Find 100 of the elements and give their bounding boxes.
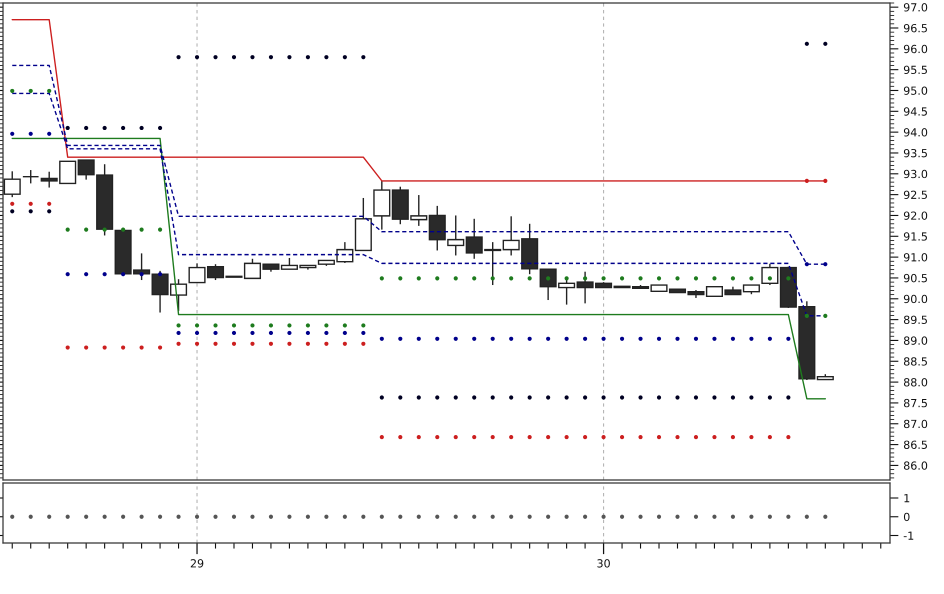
point <box>564 276 569 280</box>
candlestick <box>22 169 40 184</box>
y-tick-label: 87.5 <box>904 398 927 408</box>
y-tick-label: 91.5 <box>904 232 927 241</box>
point <box>287 323 292 328</box>
point <box>490 435 495 440</box>
y-tick-label: 88.0 <box>904 378 928 386</box>
point <box>601 395 606 400</box>
point <box>768 336 772 341</box>
point <box>454 336 458 341</box>
point <box>472 395 476 400</box>
y-tick-label: 1 <box>904 494 910 502</box>
point <box>176 55 181 60</box>
point <box>656 276 662 280</box>
point <box>528 435 532 440</box>
point <box>324 330 328 336</box>
point <box>194 55 200 60</box>
y-tick-label: 93.5 <box>904 148 927 158</box>
point <box>768 276 772 280</box>
x-tick-label: 30 <box>597 559 610 568</box>
point <box>361 330 366 336</box>
point <box>28 88 33 93</box>
point <box>268 323 274 328</box>
point <box>287 342 292 346</box>
point <box>398 276 402 280</box>
point <box>694 435 698 440</box>
point <box>66 228 70 232</box>
point <box>768 435 772 440</box>
point <box>546 276 550 280</box>
point <box>749 395 754 400</box>
point <box>84 345 88 350</box>
point <box>361 323 366 328</box>
point <box>47 202 52 206</box>
point <box>768 395 772 400</box>
point <box>28 202 33 206</box>
point <box>213 323 218 328</box>
y-tick-label: 89.5 <box>904 316 927 324</box>
point <box>656 435 662 440</box>
y-tick-label: 96.0 <box>904 44 928 54</box>
y-tick-label: 94.0 <box>904 128 928 137</box>
point <box>620 435 624 440</box>
point <box>416 395 421 400</box>
point <box>306 342 310 346</box>
y-tick-label: 90.5 <box>904 274 927 282</box>
point <box>804 262 809 266</box>
point <box>232 330 236 336</box>
point <box>823 178 828 183</box>
point <box>564 336 569 341</box>
point <box>675 276 680 280</box>
point <box>509 336 514 341</box>
point <box>675 336 680 341</box>
point <box>10 202 14 206</box>
point <box>472 276 476 280</box>
y-tick-label: 88.5 <box>904 357 927 366</box>
point <box>528 276 532 280</box>
point <box>620 276 624 280</box>
point <box>10 209 14 214</box>
point <box>342 323 347 328</box>
point <box>583 336 588 341</box>
point <box>102 272 107 276</box>
point <box>380 435 384 440</box>
point <box>804 42 809 46</box>
point <box>804 314 809 318</box>
point <box>638 336 643 341</box>
point <box>416 336 421 341</box>
point <box>140 228 144 232</box>
point <box>250 323 255 328</box>
point <box>490 276 495 280</box>
point <box>268 330 274 336</box>
point <box>694 395 698 400</box>
point <box>546 336 550 341</box>
y-tick-label: 87.0 <box>904 420 928 428</box>
point <box>509 276 514 280</box>
point <box>712 276 717 280</box>
point <box>342 330 347 336</box>
point <box>121 228 126 232</box>
point <box>472 435 476 440</box>
y-tick-label: 86.0 <box>904 461 928 470</box>
point <box>620 336 624 341</box>
y-tick-label: 92.5 <box>904 190 927 200</box>
point <box>823 314 828 318</box>
y-tick-label: 97.0 <box>904 3 928 12</box>
point <box>435 276 440 280</box>
point <box>601 435 606 440</box>
y-tick-label: 95.0 <box>904 86 928 95</box>
point <box>47 209 52 214</box>
point <box>194 323 200 328</box>
point <box>380 276 384 280</box>
point <box>10 88 14 93</box>
point <box>306 323 310 328</box>
point <box>583 395 588 400</box>
point <box>140 272 144 276</box>
point <box>84 272 88 276</box>
point <box>140 126 144 130</box>
point <box>176 323 181 328</box>
point <box>66 126 70 130</box>
point <box>694 336 698 341</box>
point <box>121 272 126 276</box>
point <box>694 276 698 280</box>
point <box>786 276 790 280</box>
